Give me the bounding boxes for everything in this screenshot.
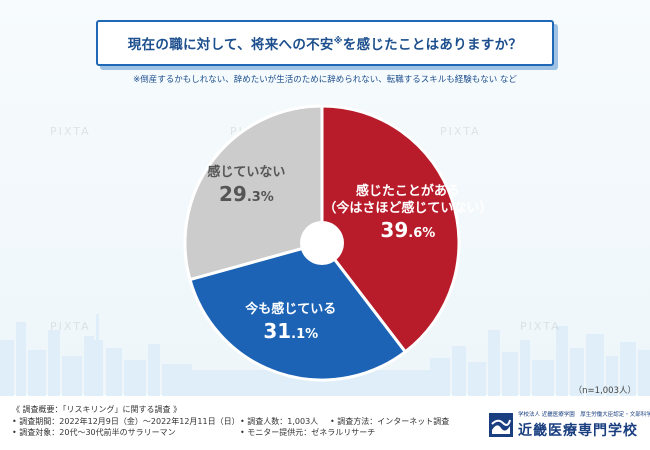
school-subtitle: 学校法人 近畿医療学園 厚生労働大臣認定・文部科学省 xyxy=(518,412,650,418)
pie-center-hole xyxy=(300,221,344,265)
survey-count: • 調査人数：1,003人 xyxy=(240,416,319,426)
watermark: PIXTA xyxy=(50,320,91,333)
watermark: PIXTA xyxy=(520,320,561,333)
pie-slice xyxy=(183,104,324,282)
survey-overview: 《 調査概要：「リスキリング」に関する調査 》 • 調査期間：2022年12月9… xyxy=(12,404,449,439)
slice-category-label: 感じたことがある xyxy=(355,183,460,199)
school-logo: 学校法人 近畿医療学園 厚生労働大臣認定・文部科学省 近畿医療専門学校 xyxy=(488,409,650,443)
school-name: 近畿医療専門学校 xyxy=(518,423,638,439)
watermark: PIXTA xyxy=(440,125,481,138)
slice-value-label: 29.3% xyxy=(218,182,274,207)
pie-slice xyxy=(320,104,461,354)
survey-method: • 調査方法：インターネット調査 xyxy=(330,416,450,426)
watermark: PIXTA xyxy=(50,125,91,138)
question-title: 現在の職に対して、将来への不安※を感じたことはありますか？ xyxy=(127,36,523,54)
slice-category-label: 今も感じている xyxy=(245,301,337,317)
survey-target: • 調査対象：20代～30代前半のサラリーマン xyxy=(12,428,176,437)
pie-slice xyxy=(188,241,408,382)
slice-category-label: （今はさほど感じていない） xyxy=(323,200,493,216)
slice-value-label: 39.6% xyxy=(380,217,436,242)
footer xyxy=(0,396,650,450)
pie-slice-label: 今も感じている 31.1% xyxy=(245,301,336,348)
school-emblem-icon xyxy=(489,413,513,437)
slice-category-label: 感じていない xyxy=(207,165,286,181)
pie-slice-label: 感じていない 29.3% xyxy=(207,164,285,211)
question-title-box: 現在の職に対して、将来への不安※を感じたことはありますか？ xyxy=(96,20,554,66)
question-footnote: ※倒産するかもしれない、辞めたいが生活のために辞められない、転職するスキルも経験… xyxy=(133,75,517,85)
survey-provider: • モニター提供元：ゼネラルリサーチ xyxy=(240,428,376,437)
slice-value-label: 31.1% xyxy=(263,318,319,343)
city-skyline-decoration xyxy=(0,314,650,396)
pie-slice-label: 感じたことがある （今はさほど感じていない） 39.6% xyxy=(323,183,492,247)
sample-size: （n=1,003人） xyxy=(573,386,636,396)
survey-period: • 調査期間：2022年12月9日（金）～2022年12月11日（日） xyxy=(12,416,240,426)
survey-heading: 《 調査概要：「リスキリング」に関する調査 》 xyxy=(12,405,182,414)
